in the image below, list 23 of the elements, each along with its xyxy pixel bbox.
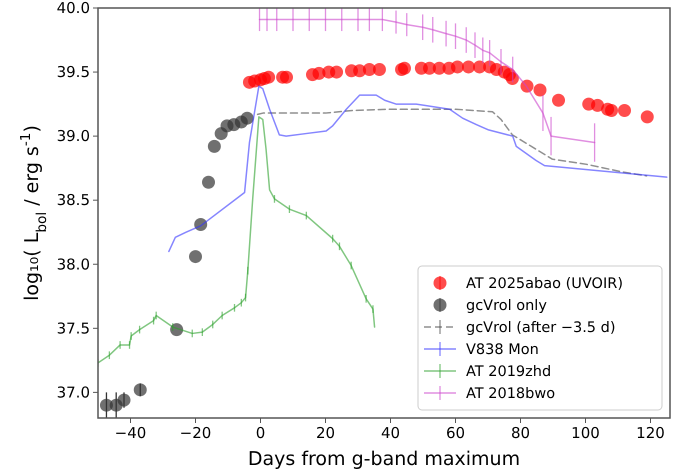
legend-label: gcVrol (after −3.5 d) — [466, 320, 616, 336]
legend-label: AT 2025abao (UVOIR) — [466, 276, 623, 292]
x-tick-label: 100 — [571, 424, 600, 442]
x-tick-label: −40 — [114, 424, 146, 442]
legend-label: V838 Mon — [466, 342, 539, 358]
y-tick-label: 37.0 — [56, 383, 90, 402]
x-tick-label: −20 — [180, 424, 212, 442]
x-tick-label: 20 — [316, 424, 336, 442]
x-tick-label: 120 — [636, 424, 665, 442]
y-tick-label: 37.5 — [56, 319, 90, 338]
y-tick-label: 38.0 — [56, 255, 90, 274]
legend-label: gcVrol only — [466, 298, 548, 314]
y-tick-label: 38.5 — [56, 191, 90, 210]
x-tick-label: 60 — [446, 424, 466, 442]
legend-label: AT 2019zhd — [466, 364, 552, 380]
x-axis-title: Days from g-band maximum — [248, 448, 520, 470]
y-tick-label: 39.5 — [56, 63, 90, 82]
y-tick-label: 40.0 — [56, 0, 90, 17]
x-tick-label: 40 — [380, 424, 400, 442]
legend-label: AT 2018bwo — [466, 386, 556, 402]
x-tick-label: 0 — [256, 424, 266, 442]
x-tick-label: 80 — [510, 424, 530, 442]
y-tick-label: 39.0 — [56, 127, 90, 146]
